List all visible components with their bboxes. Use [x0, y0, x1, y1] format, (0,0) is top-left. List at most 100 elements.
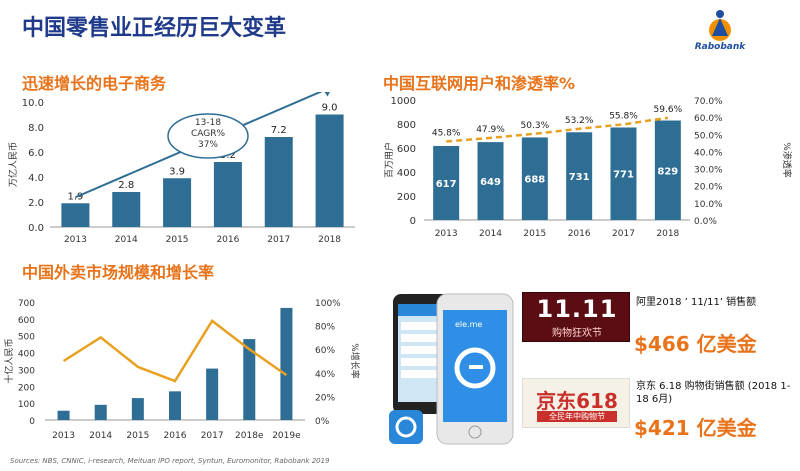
data-label: 7.2	[271, 125, 287, 136]
y2-tick-label: 0%	[315, 417, 330, 427]
y-tick-label: 6.0	[28, 148, 44, 159]
data-label: 771	[613, 170, 634, 181]
y-tick-label: 1000	[391, 96, 416, 107]
x-tick-label: 2017	[612, 229, 635, 239]
x-tick-label: 2015	[166, 235, 189, 245]
cagr-annotation: CAGR%	[191, 129, 226, 139]
rabobank-wordmark: Rabobank	[694, 42, 746, 52]
x-tick-label: 2014	[479, 229, 502, 239]
bar	[566, 132, 593, 220]
penetration-line	[446, 116, 669, 143]
y2-tick-label: 10.0%	[694, 200, 723, 210]
rabobank-icon	[709, 10, 731, 41]
data-label: 649	[480, 177, 501, 188]
delivery-chart: 0 100 200 300 400 500 600 700 0% 20% 40% 60% 80% 100%…	[3, 299, 361, 441]
bar	[94, 404, 107, 420]
alibaba-badge: 11.11 购物狂欢节	[522, 292, 630, 342]
jd-badge-text: 京东618	[536, 389, 618, 413]
y-tick-label: 600	[18, 316, 35, 326]
y2-tick-label: 60.0%	[694, 114, 723, 124]
bar	[654, 120, 681, 220]
y-tick-label: 200	[397, 192, 416, 203]
page-title: 中国零售业正经历巨大变革	[22, 16, 287, 41]
data-label: 731	[569, 172, 590, 183]
bar	[163, 178, 192, 227]
y2-tick-label: 40.0%	[694, 148, 723, 158]
bar	[433, 145, 460, 220]
y-tick-label: 600	[397, 144, 416, 155]
x-tick-label: 2013	[52, 431, 75, 441]
y-tick-label: 8.0	[28, 123, 44, 134]
y-tick-label: 300	[18, 366, 35, 376]
x-tick-label: 2015	[523, 229, 546, 239]
y2-axis-label: %渗透率	[781, 142, 793, 178]
y-tick-label: 4.0	[28, 173, 44, 184]
bar	[131, 398, 144, 420]
bar	[243, 339, 256, 420]
y-tick-label: 0	[410, 216, 416, 227]
x-tick-label: 2018	[656, 229, 679, 239]
alibaba-value: $466 亿美金	[634, 332, 757, 356]
x-tick-label: 2016	[216, 235, 239, 245]
phone-illustration	[389, 293, 514, 445]
y-tick-label: 200	[18, 383, 35, 393]
y-tick-label: 10.0	[22, 98, 44, 109]
ecommerce-title: 迅速增长的电子商务	[22, 74, 167, 93]
y2-tick-label: 100%	[315, 299, 341, 309]
y-tick-label: 100	[18, 400, 35, 410]
jd-caption: 京东 6.18 购物街销售额 (2018 1-18 6月)	[636, 381, 791, 405]
y-axis-label: 百万用户	[383, 142, 395, 178]
y2-tick-label: 20%	[315, 393, 335, 403]
internet-title: 中国互联网用户和渗透率%	[383, 74, 576, 93]
x-tick-label: 2013	[64, 235, 87, 245]
y-tick-label: 400	[18, 350, 35, 360]
data-label: 617	[436, 179, 457, 190]
bar	[61, 203, 90, 227]
y2-axis-label: %增长率	[349, 343, 361, 379]
jd-value: $421 亿美金	[634, 416, 757, 440]
source-note: Sources: NBS, CNNIC, i-research, Meituan…	[10, 457, 330, 465]
y-tick-label: 500	[18, 333, 35, 343]
delivery-title: 中国外卖市场规模和增长率	[22, 263, 215, 282]
phone-image: ele.me	[385, 290, 520, 450]
promo-jd: 京东618 全民年中购物节 京东 6.18 购物街销售额 (2018 1-18 …	[522, 378, 800, 448]
data-label: 9.0	[322, 103, 338, 114]
y-tick-label: 700	[18, 299, 35, 309]
y-tick-label: 0.0	[28, 223, 44, 234]
line-label: 59.6%	[654, 105, 683, 115]
y-tick-label: 2.0	[28, 198, 44, 209]
x-tick-label: 2015	[126, 431, 149, 441]
line-label: 53.2%	[565, 116, 594, 126]
x-tick-label: 2019e	[272, 431, 301, 441]
bar	[610, 127, 637, 220]
line-label: 50.3%	[521, 121, 550, 131]
x-tick-label: 2017	[267, 235, 290, 245]
jd-badge-sub: 全民年中购物节	[537, 411, 617, 422]
trend-arrow-head	[324, 92, 330, 97]
x-tick-label: 2016	[568, 229, 591, 239]
x-tick-label: 2018	[318, 235, 341, 245]
y2-tick-label: 70.0%	[694, 97, 723, 107]
y2-tick-label: 0.0%	[694, 217, 717, 227]
y2-tick-label: 20.0%	[694, 183, 723, 193]
x-tick-label: 2013	[435, 229, 458, 239]
ecommerce-chart: 0.02.04.06.08.010.0万亿人民币1.920132.820143.…	[7, 92, 355, 245]
bar	[264, 137, 293, 227]
bar	[169, 391, 181, 420]
bar	[206, 368, 219, 420]
x-tick-label: 2018e	[235, 431, 264, 441]
y-axis-label: 十亿人民币	[3, 338, 15, 383]
alibaba-badge-sub: 购物狂欢节	[552, 328, 602, 339]
y-tick-label: 400	[397, 168, 416, 179]
y2-tick-label: 50.0%	[694, 131, 723, 141]
internet-chart: 0 200 400 600 800 1000 0.0% 10.0% 20.0% 30.0% 40.0…	[383, 96, 793, 239]
bar	[213, 162, 242, 227]
bar	[521, 137, 548, 220]
cagr-annotation: 37%	[198, 140, 218, 150]
bar	[477, 142, 504, 220]
y2-tick-label: 40%	[315, 370, 335, 380]
alibaba-caption: 阿里2018 ’ 11/11’ 销售额	[636, 297, 757, 308]
growth-line	[62, 319, 288, 383]
bar	[112, 192, 141, 227]
y2-tick-label: 60%	[315, 346, 335, 356]
